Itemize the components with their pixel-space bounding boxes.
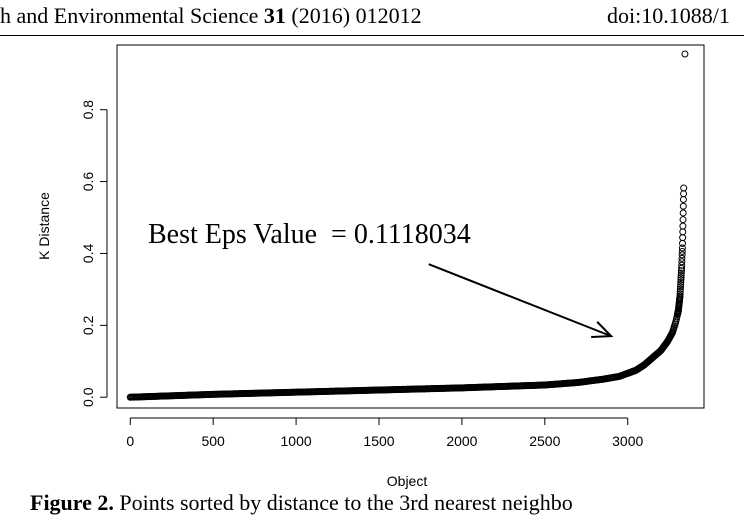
data-point <box>679 216 687 224</box>
data-point <box>678 261 686 269</box>
y-tick-label: 0.6 <box>80 172 96 192</box>
arrow-shaft <box>428 263 612 338</box>
header-journal-text: h and Environmental Science <box>0 3 259 28</box>
caption-text: Points sorted by distance to the 3rd nea… <box>119 490 573 515</box>
data-point <box>679 196 687 204</box>
plot-frame <box>116 44 705 409</box>
data-point <box>677 278 685 286</box>
y-axis-label: K Distance <box>36 192 52 260</box>
data-point <box>677 274 685 282</box>
caption-label: Figure 2. <box>30 490 114 515</box>
data-point <box>676 285 684 293</box>
data-point <box>677 283 685 291</box>
data-point <box>679 228 687 236</box>
data-point <box>677 267 685 275</box>
x-axis-label: Object <box>387 473 428 489</box>
data-point <box>677 276 685 284</box>
data-point <box>679 209 687 217</box>
x-tick-label: 0 <box>126 433 134 449</box>
data-point <box>678 264 686 272</box>
data-point <box>681 50 689 58</box>
data-point <box>677 269 685 277</box>
data-point <box>679 222 687 230</box>
x-tick-label: 2500 <box>529 433 560 449</box>
figure-caption: Figure 2. Points sorted by distance to t… <box>0 490 744 520</box>
annotation-arrow <box>428 263 614 339</box>
data-point <box>680 184 688 192</box>
arrow-head <box>591 321 614 339</box>
x-axis: 0 500 1000 1500 2000 2500 3000 <box>126 417 644 449</box>
data-point <box>676 287 684 295</box>
data-point <box>678 258 686 266</box>
header-doi: doi:10.1088/1 <box>607 3 730 28</box>
running-header: h and Environmental Science 31 (2016) 01… <box>0 0 744 36</box>
data-points <box>126 50 689 401</box>
y-tick-label: 0.8 <box>80 100 96 120</box>
data-point <box>679 202 687 210</box>
header-journal: h and Environmental Science 31 (2016) 01… <box>0 3 422 29</box>
x-tick-label: 3000 <box>612 433 643 449</box>
data-point <box>677 281 685 289</box>
header-year-article: (2016) 012012 <box>291 3 422 28</box>
x-tick-label: 2000 <box>446 433 477 449</box>
y-tick-label: 0.2 <box>80 315 96 335</box>
header-volume: 31 <box>263 3 286 28</box>
data-point <box>679 234 687 242</box>
y-axis: 0.0 0.2 0.4 0.6 0.8 <box>80 100 108 407</box>
data-point <box>678 247 686 255</box>
data-point <box>678 244 686 252</box>
annotation-text: Best Eps Value = 0.1118034 <box>148 219 471 250</box>
data-point <box>678 251 686 259</box>
y-tick-label: 0.0 <box>80 387 96 407</box>
data-point <box>678 254 686 262</box>
data-point <box>676 292 684 300</box>
y-tick-label: 0.4 <box>80 244 96 264</box>
data-point <box>680 190 688 198</box>
data-point <box>677 271 685 279</box>
x-tick-label: 1500 <box>363 433 394 449</box>
data-point <box>676 290 684 298</box>
x-tick-label: 1000 <box>281 433 312 449</box>
x-tick-label: 500 <box>201 433 225 449</box>
